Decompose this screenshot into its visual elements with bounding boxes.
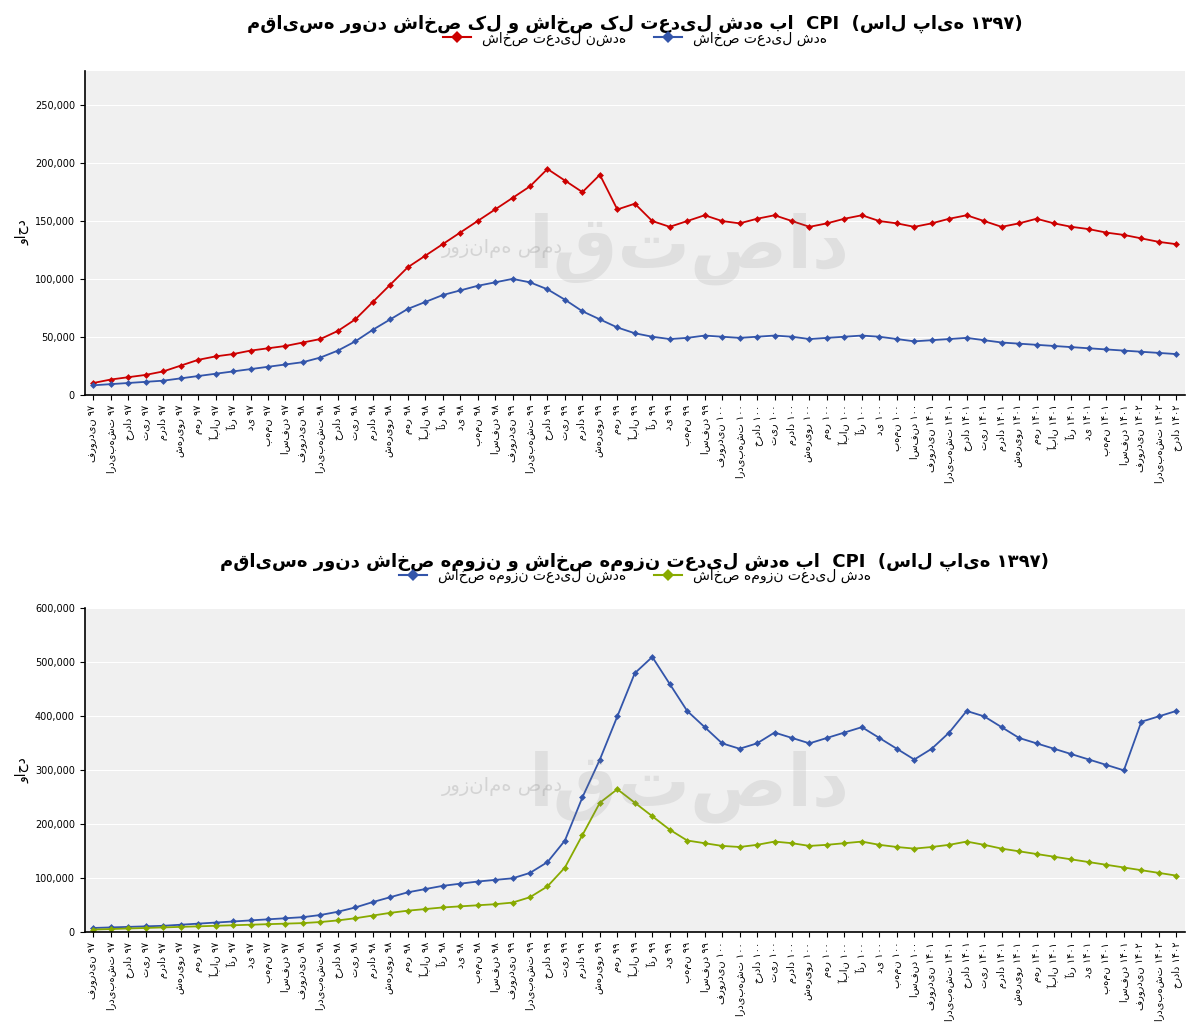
Text: روزنامه صمد: روزنامه صمد [442,777,563,796]
Y-axis label: واحد: واحد [14,220,29,246]
Text: اقتصاد: اقتصاد [529,750,851,823]
Legend: شاخص تعدیل نشده, شاخص تعدیل شده: شاخص تعدیل نشده, شاخص تعدیل شده [437,26,833,51]
Text: اقتصاد: اقتصاد [529,212,851,285]
Text: روزنامه صمد: روزنامه صمد [442,239,563,258]
Title: مقایسه روند شاخص هموزن و شاخص هموزن تعدیل شده با  CPI  (سال پایه ۱۳۹۷): مقایسه روند شاخص هموزن و شاخص هموزن تعدی… [221,553,1049,571]
Title: مقایسه روند شاخص کل و شاخص کل تعدیل شده با  CPI  (سال پایه ۱۳۹۷): مقایسه روند شاخص کل و شاخص کل تعدیل شده … [247,15,1022,33]
Y-axis label: واحد: واحد [16,757,29,783]
Legend: شاخص هموزن تعدیل نشده, شاخص هموزن تعدیل شده: شاخص هموزن تعدیل نشده, شاخص هموزن تعدیل … [394,564,876,588]
